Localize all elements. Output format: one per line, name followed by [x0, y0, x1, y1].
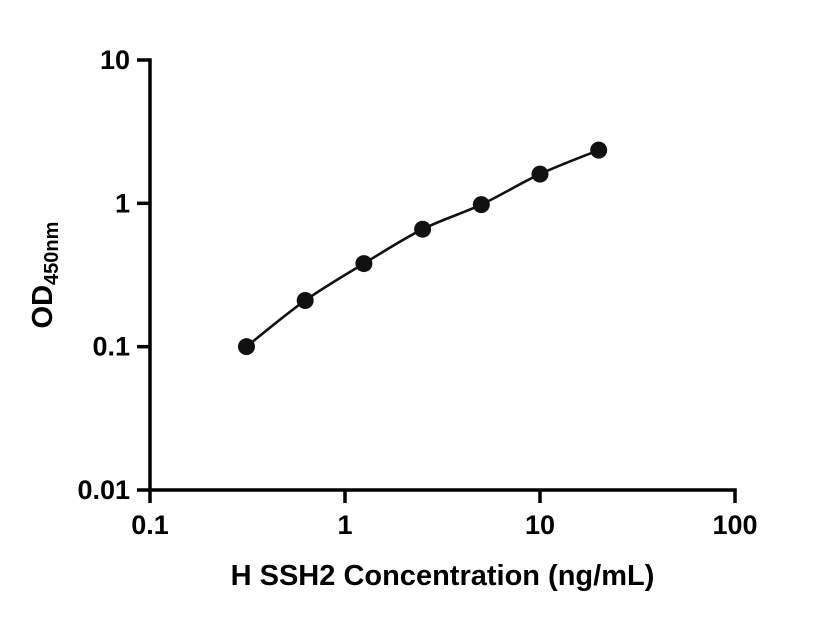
y-tick-label: 0.1 [92, 332, 130, 362]
x-tick-label: 0.1 [131, 510, 169, 540]
x-tick-label: 1 [337, 510, 352, 540]
y-tick-label: 1 [115, 188, 130, 218]
data-point [531, 165, 549, 183]
data-point [590, 141, 608, 159]
data-point [296, 291, 314, 309]
data-point [472, 196, 490, 214]
data-point [237, 338, 255, 356]
y-axis-title: OD450nm [27, 222, 63, 329]
y-tick-label: 0.01 [77, 475, 130, 505]
data-point [414, 220, 432, 238]
x-tick-label: 100 [712, 510, 757, 540]
data-point [355, 255, 373, 273]
x-axis-title: H SSH2 Concentration (ng/mL) [231, 560, 655, 592]
y-tick-label: 10 [100, 45, 130, 75]
x-tick-label: 10 [525, 510, 555, 540]
